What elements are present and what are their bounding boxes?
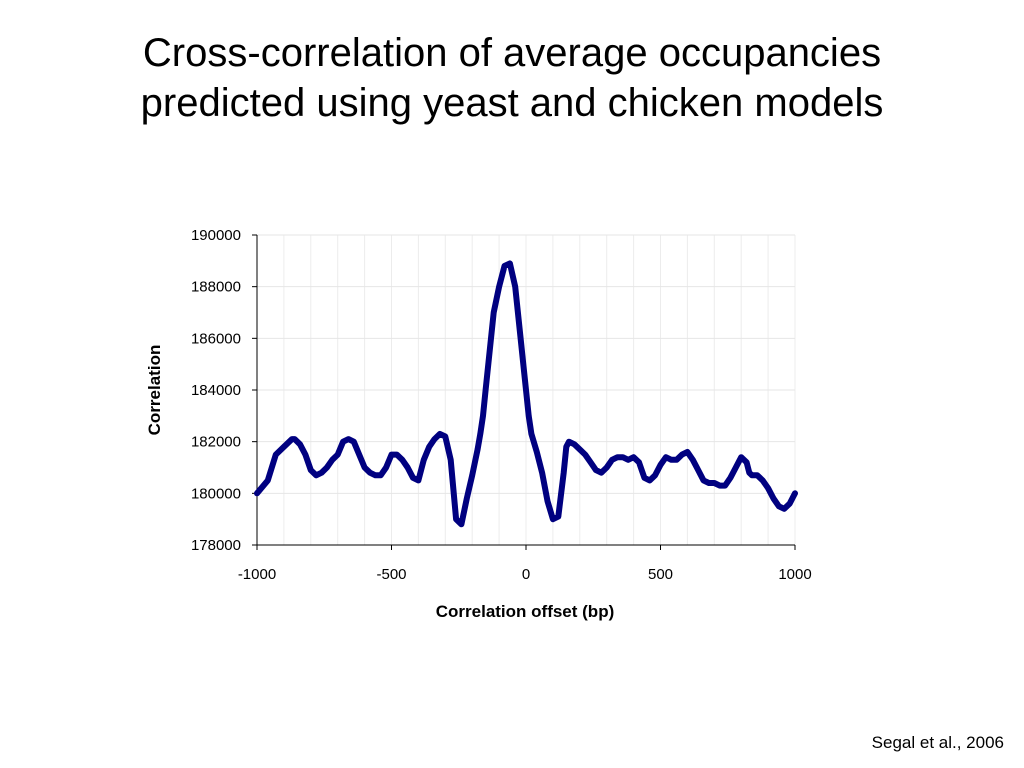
grid-lines: [257, 234, 796, 546]
y-tick-label: 182000: [191, 434, 241, 451]
x-tick-label: 1000: [778, 566, 811, 583]
x-tick-label: 0: [522, 566, 530, 583]
data-series-line: [254, 260, 798, 528]
y-tick-label: 184000: [191, 382, 241, 399]
y-tick-label: 178000: [191, 537, 241, 554]
tick-labels: 178000 180000 182000 184000 186000 188000 1900…: [191, 227, 812, 583]
y-tick-label: 188000: [191, 279, 241, 296]
slide-title: Cross-correlation of average occupancies…: [40, 28, 984, 128]
source-citation: Segal et al., 2006: [871, 733, 1004, 752]
slide-title-line-2: predicted using yeast and chicken models: [140, 81, 884, 125]
x-tick-label: -500: [376, 566, 406, 583]
y-tick-label: 190000: [191, 227, 241, 244]
x-tick-label: 500: [648, 566, 673, 583]
x-axis-title: Correlation offset (bp): [436, 602, 615, 621]
y-tick-label: 180000: [191, 485, 241, 502]
plot-area: [254, 260, 798, 528]
x-tick-label: -1000: [238, 566, 276, 583]
y-axis-title: Correlation: [145, 345, 164, 436]
y-tick-label: 186000: [191, 330, 241, 347]
slide-title-line-1: Cross-correlation of average occupancies: [142, 31, 882, 75]
